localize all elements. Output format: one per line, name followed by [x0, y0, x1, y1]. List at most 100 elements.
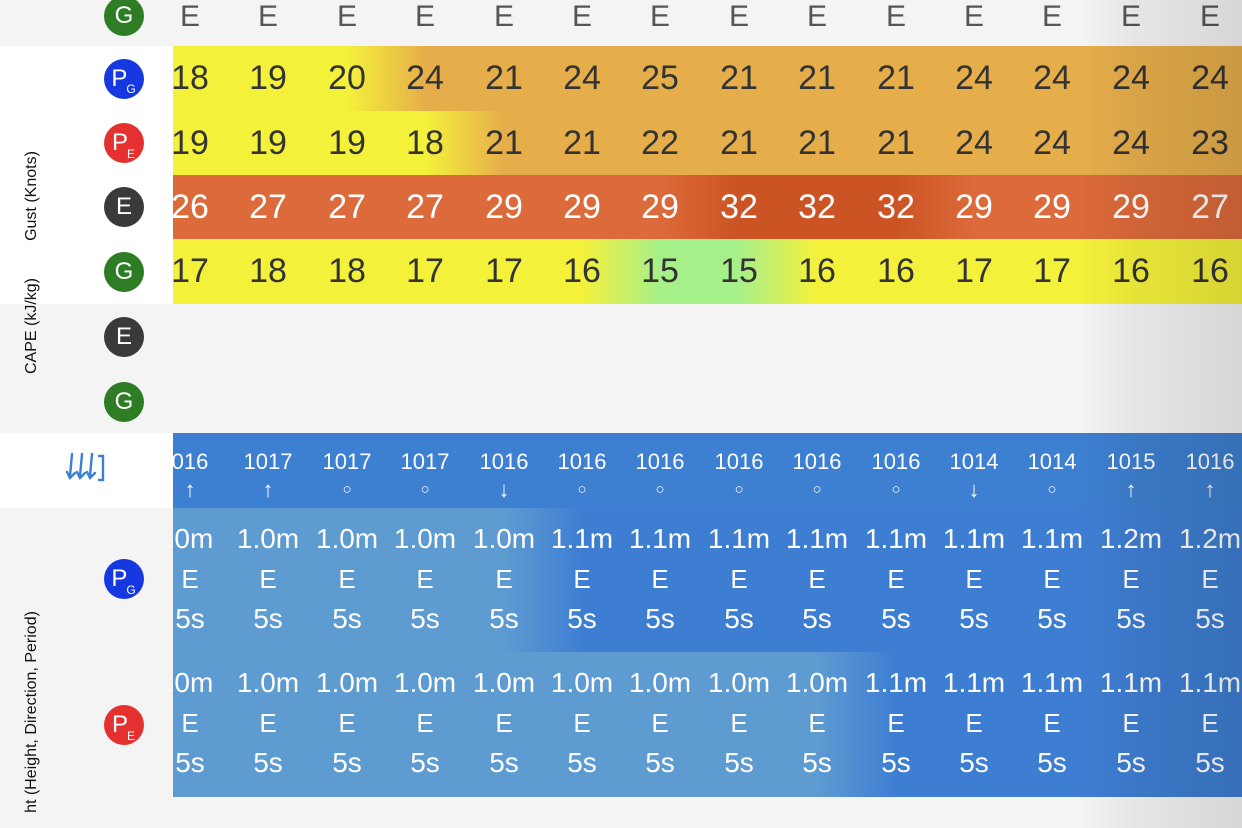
model-badge-pg[interactable]: PG — [104, 559, 144, 599]
wave-period-cell: 5s — [802, 747, 832, 778]
gust-value-cell: 17 — [406, 252, 444, 290]
gust-value-cell: 24 — [1112, 124, 1150, 162]
model-badge-e[interactable]: E — [104, 187, 144, 227]
pressure-label-bg — [0, 433, 173, 508]
badge-subscript: E — [127, 146, 136, 161]
wave-direction-cell: E — [1043, 564, 1061, 594]
wave-height-cell: 1.1m — [785, 523, 849, 554]
model-badge-pe[interactable]: PE — [104, 123, 144, 163]
wave-period-cell: 5s — [645, 747, 675, 778]
model-badge-e[interactable]: E — [104, 317, 144, 357]
wave-direction-cell: E — [181, 708, 199, 738]
direction-cell: E — [806, 0, 828, 33]
gust-value-cell: 29 — [641, 188, 679, 226]
pressure-trend-steady-icon: ○ — [734, 481, 744, 498]
model-badge-g[interactable]: G — [104, 251, 144, 292]
pressure-trend-steady-icon: ○ — [1047, 481, 1057, 498]
gust-value-cell: 21 — [798, 124, 836, 162]
gust-value-cell: 25 — [641, 59, 679, 97]
wave-direction-cell: E — [573, 564, 591, 594]
gust-value-cell: 15 — [641, 252, 679, 290]
direction-cell: E — [257, 0, 279, 33]
badge-letter: P — [111, 129, 128, 156]
wave-direction-cell: E — [416, 708, 434, 738]
pressure-value-cell: 016 — [171, 449, 209, 474]
wave-height-cell: 1.0m — [315, 523, 379, 554]
wave-row — [173, 508, 1242, 652]
wave-period-cell: 5s — [1037, 603, 1067, 634]
wave-direction-cell: E — [573, 708, 591, 738]
pressure-trend-down-icon: ↓ — [968, 477, 980, 502]
wave-period-cell: 5s — [253, 603, 283, 634]
badge-letter: G — [114, 2, 134, 29]
pressure-value-cell: 1017 — [322, 449, 372, 474]
pressure-trend-steady-icon: ○ — [420, 481, 430, 498]
wave-direction-cell: E — [338, 708, 356, 738]
cape-rows — [173, 304, 1242, 433]
badge-letter: E — [115, 323, 132, 350]
wave-direction-cell: E — [651, 708, 669, 738]
gust-value-cell: 27 — [328, 188, 366, 226]
gust-value-cell: 21 — [563, 124, 601, 162]
wave-period-cell: 5s — [253, 747, 283, 778]
gust-value-cell: 26 — [171, 188, 209, 226]
gust-value-cell: 32 — [798, 188, 836, 226]
gust-value-cell: 18 — [406, 124, 444, 162]
wave-period-cell: 5s — [410, 603, 440, 634]
wave-period-cell: 5s — [881, 747, 911, 778]
pressure-value-cell: 1015 — [1106, 449, 1156, 474]
pressure-value-cell: 1016 — [557, 449, 607, 474]
wave-period-cell: 5s — [489, 603, 519, 634]
badge-letter: P — [111, 64, 128, 92]
wave-height-cell: .0m — [166, 667, 214, 698]
wave-height-cell: 1.0m — [236, 523, 300, 554]
gust-value-cell: 17 — [171, 252, 209, 290]
left-label-column: Gust (Knots) CAPE (kJ/kg) ht (Height, Di… — [0, 0, 173, 828]
wave-height-cell: 1.1m — [864, 523, 928, 554]
wave-period-cell: 5s — [1116, 603, 1146, 634]
pressure-trend-steady-icon: ○ — [891, 481, 901, 498]
wave-direction-cell: E — [887, 564, 905, 594]
model-badge-pg[interactable]: PG — [104, 58, 144, 99]
gust-label-bg — [0, 46, 173, 304]
gust-value-cell: 18 — [328, 252, 366, 290]
wave-height-cell: 1.0m — [393, 667, 457, 698]
wave-direction-cell: E — [808, 708, 826, 738]
wave-direction-cell: E — [730, 564, 748, 594]
gust-value-cell: 19 — [249, 124, 287, 162]
pressure-value-cell: 1014 — [949, 449, 999, 474]
wave-height-cell: 1.0m — [707, 667, 771, 698]
gust-value-cell: 32 — [720, 188, 758, 226]
gust-value-cell: 32 — [877, 188, 915, 226]
pressure-value-cell: 1017 — [243, 449, 293, 474]
wave-height-cell: 1.2m — [1178, 523, 1242, 554]
wave-direction-cell: E — [1043, 708, 1061, 738]
pressure-trend-icon — [65, 452, 105, 482]
wave-height-cell: 1.1m — [1020, 523, 1084, 554]
gust-value-cell: 18 — [171, 59, 209, 97]
badge-letter: P — [111, 711, 128, 738]
gust-section-label: Gust (Knots) — [23, 151, 40, 241]
gust-value-cell: 21 — [485, 59, 523, 97]
direction-cell: E — [414, 0, 436, 33]
pressure-value-cell: 1016 — [1185, 449, 1235, 474]
model-badge-g[interactable]: G — [104, 382, 144, 422]
model-badge-pe[interactable]: PE — [104, 705, 144, 745]
gust-value-cell: 24 — [1112, 59, 1150, 97]
badge-subscript: E — [127, 728, 136, 743]
wave-direction-cell: E — [1201, 564, 1219, 594]
wave-period-cell: 5s — [489, 747, 519, 778]
wave-period-cell: 5s — [724, 747, 754, 778]
direction-cell: E — [649, 0, 671, 33]
gust-value-cell: 17 — [955, 252, 993, 290]
wave-period-cell: 5s — [410, 747, 440, 778]
wave-period-cell: 5s — [959, 603, 989, 634]
direction-cell: E — [179, 0, 201, 33]
gust-value-cell: 21 — [877, 124, 915, 162]
gust-value-cell: 21 — [798, 59, 836, 97]
wave-height-cell: 1.0m — [236, 667, 300, 698]
direction-cell: E — [1041, 0, 1063, 33]
wave-height-cell: 1.0m — [628, 667, 692, 698]
model-badge-g[interactable]: G — [104, 0, 144, 36]
gust-value-cell: 21 — [720, 124, 758, 162]
